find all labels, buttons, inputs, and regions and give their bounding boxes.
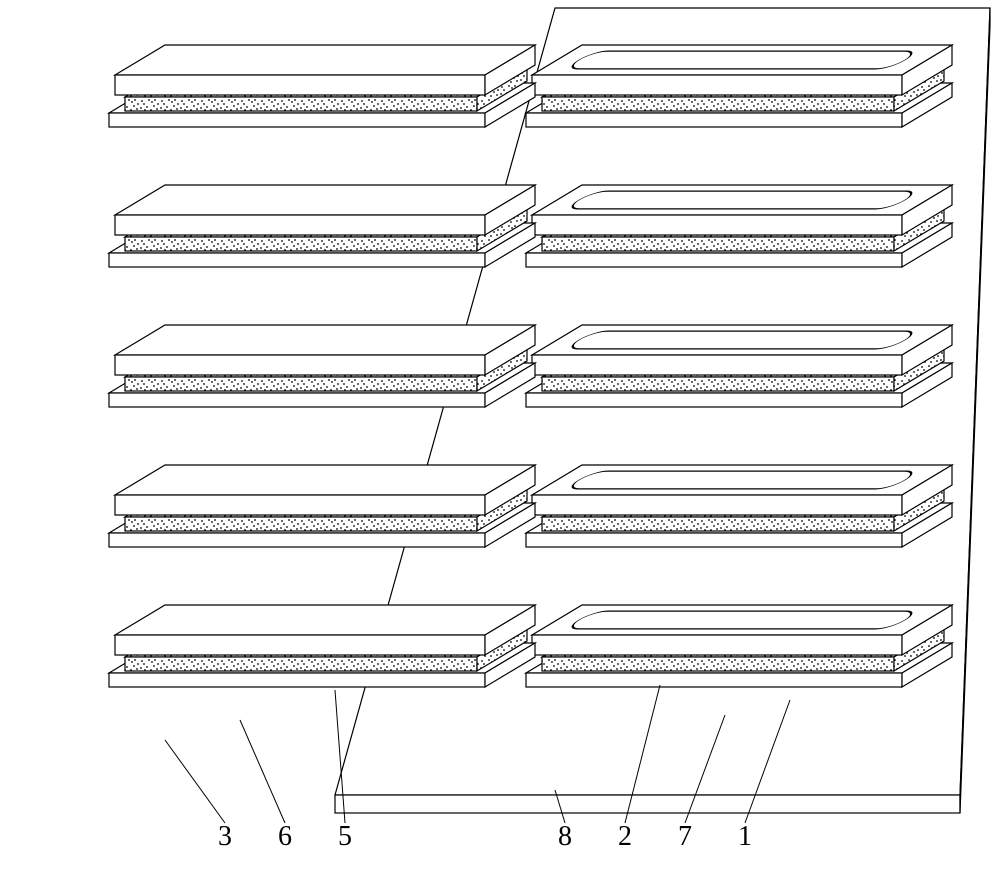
leader-line (165, 740, 225, 823)
label: 2 (618, 821, 632, 852)
label: 1 (738, 821, 752, 852)
leader-line (240, 720, 285, 823)
label: 5 (338, 821, 352, 852)
label: 7 (678, 821, 692, 852)
label: 3 (218, 821, 232, 852)
label: 6 (278, 821, 292, 852)
label: 8 (558, 821, 572, 852)
diagram-canvas: 3 6 5 8 2 7 1 (0, 0, 1000, 885)
base-plate-front (335, 795, 960, 813)
